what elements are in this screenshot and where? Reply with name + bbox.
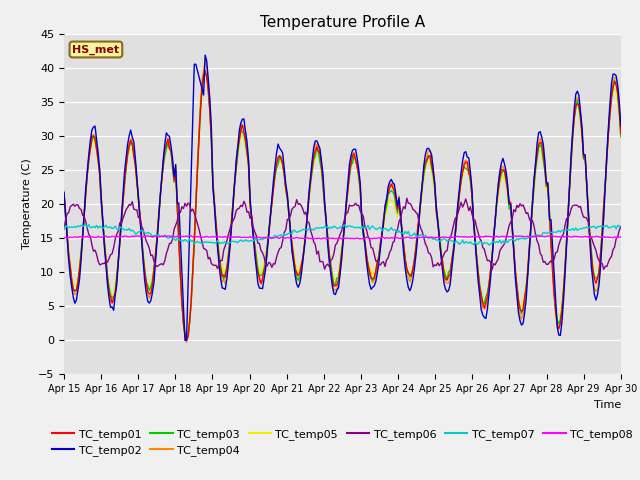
TC_temp06 bbox=[488, 267, 496, 273]
TC_temp03 bbox=[182, 335, 190, 340]
Line: TC_temp07: TC_temp07 bbox=[64, 225, 621, 245]
TC_temp08 bbox=[305, 236, 313, 241]
TC_temp07 bbox=[130, 228, 138, 234]
Line: TC_temp08: TC_temp08 bbox=[64, 235, 621, 239]
TC_temp08 bbox=[228, 235, 236, 240]
Title: Temperature Profile A: Temperature Profile A bbox=[260, 15, 425, 30]
TC_temp07 bbox=[60, 227, 68, 232]
TC_temp02 bbox=[248, 216, 255, 222]
TC_temp03 bbox=[589, 265, 596, 271]
TC_temp08 bbox=[129, 233, 136, 239]
TC_temp05 bbox=[307, 181, 314, 187]
TC_temp02 bbox=[257, 286, 265, 291]
TC_temp07 bbox=[82, 222, 90, 228]
TC_temp04 bbox=[257, 281, 265, 287]
TC_temp05 bbox=[229, 201, 237, 206]
X-axis label: Time: Time bbox=[593, 400, 621, 409]
TC_temp06 bbox=[617, 224, 625, 230]
TC_temp05 bbox=[617, 135, 625, 141]
TC_temp01 bbox=[202, 68, 209, 73]
TC_temp01 bbox=[257, 280, 265, 286]
TC_temp04 bbox=[617, 129, 625, 135]
TC_temp03 bbox=[617, 134, 625, 140]
TC_temp06 bbox=[129, 199, 136, 204]
TC_temp07 bbox=[617, 223, 625, 229]
TC_temp08 bbox=[589, 234, 596, 240]
TC_temp06 bbox=[303, 219, 311, 225]
TC_temp05 bbox=[182, 332, 190, 338]
Line: TC_temp01: TC_temp01 bbox=[64, 71, 621, 340]
TC_temp04 bbox=[202, 58, 209, 63]
TC_temp01 bbox=[617, 131, 625, 136]
Text: HS_met: HS_met bbox=[72, 44, 120, 55]
TC_temp02 bbox=[229, 203, 237, 209]
TC_temp02 bbox=[181, 337, 189, 343]
Y-axis label: Temperature (C): Temperature (C) bbox=[22, 158, 33, 250]
Line: TC_temp06: TC_temp06 bbox=[64, 198, 621, 270]
TC_temp06 bbox=[244, 209, 252, 215]
TC_temp01 bbox=[182, 337, 190, 343]
TC_temp02 bbox=[60, 190, 68, 195]
TC_temp01 bbox=[60, 190, 68, 195]
TC_temp07 bbox=[255, 237, 263, 242]
TC_temp05 bbox=[202, 72, 209, 78]
TC_temp03 bbox=[257, 273, 265, 278]
Line: TC_temp03: TC_temp03 bbox=[64, 73, 621, 337]
TC_temp07 bbox=[589, 224, 596, 229]
TC_temp01 bbox=[229, 200, 237, 205]
TC_temp07 bbox=[228, 239, 236, 245]
TC_temp08 bbox=[617, 234, 625, 240]
TC_temp06 bbox=[403, 195, 411, 201]
TC_temp04 bbox=[60, 191, 68, 196]
TC_temp04 bbox=[229, 201, 237, 207]
TC_temp07 bbox=[305, 226, 313, 231]
TC_temp03 bbox=[248, 216, 255, 222]
TC_temp07 bbox=[246, 238, 254, 243]
Line: TC_temp02: TC_temp02 bbox=[64, 55, 621, 340]
TC_temp06 bbox=[60, 226, 68, 232]
TC_temp02 bbox=[617, 123, 625, 129]
TC_temp05 bbox=[589, 264, 596, 270]
TC_temp06 bbox=[589, 240, 596, 245]
TC_temp01 bbox=[307, 177, 314, 183]
TC_temp08 bbox=[161, 232, 169, 238]
Legend: TC_temp01, TC_temp02, TC_temp03, TC_temp04, TC_temp05, TC_temp06, TC_temp07, TC_: TC_temp01, TC_temp02, TC_temp03, TC_temp… bbox=[47, 424, 637, 460]
TC_temp08 bbox=[246, 234, 254, 240]
TC_temp03 bbox=[229, 198, 237, 204]
TC_temp03 bbox=[203, 71, 211, 76]
TC_temp02 bbox=[307, 174, 314, 180]
TC_temp02 bbox=[202, 52, 209, 58]
TC_temp02 bbox=[129, 134, 136, 140]
TC_temp04 bbox=[589, 275, 596, 280]
TC_temp05 bbox=[248, 215, 255, 220]
Line: TC_temp04: TC_temp04 bbox=[64, 60, 621, 342]
TC_temp01 bbox=[589, 267, 596, 273]
TC_temp06 bbox=[226, 227, 234, 232]
TC_temp03 bbox=[129, 141, 136, 147]
Line: TC_temp05: TC_temp05 bbox=[64, 75, 621, 335]
TC_temp04 bbox=[129, 136, 136, 142]
TC_temp05 bbox=[129, 148, 136, 154]
TC_temp07 bbox=[485, 242, 493, 248]
TC_temp01 bbox=[248, 215, 255, 221]
TC_temp02 bbox=[589, 278, 596, 284]
TC_temp05 bbox=[257, 270, 265, 276]
TC_temp08 bbox=[60, 235, 68, 241]
TC_temp01 bbox=[129, 142, 136, 147]
TC_temp04 bbox=[307, 175, 314, 180]
TC_temp05 bbox=[60, 190, 68, 195]
TC_temp08 bbox=[335, 236, 342, 242]
TC_temp04 bbox=[248, 217, 255, 223]
TC_temp06 bbox=[254, 240, 262, 246]
TC_temp03 bbox=[60, 189, 68, 194]
TC_temp03 bbox=[307, 180, 314, 186]
TC_temp08 bbox=[255, 234, 263, 240]
TC_temp04 bbox=[182, 339, 190, 345]
